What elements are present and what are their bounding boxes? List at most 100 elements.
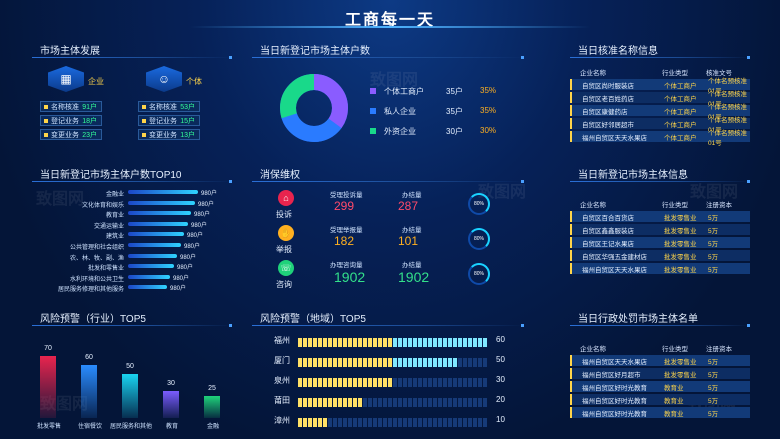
region-bar-segment xyxy=(423,338,427,347)
penalty-table: 企业名称 行业类型 注册资本 福州自贸区天天水果店 批发零售业 5万 福州自贸区好月超市 批发… xyxy=(570,342,750,432)
table-cell: 福州自贸区天天水果店 xyxy=(582,266,647,274)
region-bar-segment xyxy=(418,418,422,427)
region-bar xyxy=(298,374,494,387)
region-bar-segment xyxy=(443,418,447,427)
consumer-rows: ⌂ 投诉 受理投诉量 299 办结量 287 80% ✋ 举报 受理举报量 182 办结量 101 80%… xyxy=(252,188,524,298)
table-cell: 5万 xyxy=(708,253,719,261)
region-bar-segment xyxy=(363,418,367,427)
region-bar-segment xyxy=(363,358,367,367)
panel-divider xyxy=(570,56,750,59)
region-bar-segment xyxy=(388,378,392,387)
table-cell: 批发零售业 xyxy=(664,253,697,261)
individual-stat-row: 变更业务 13户 xyxy=(138,129,200,140)
top10-bar-name: 金融业 xyxy=(105,192,124,198)
table-header-row: 企业名称 行业类型 注册资本 xyxy=(570,198,750,209)
region-bar xyxy=(298,354,494,367)
region-bar-segment xyxy=(368,338,372,347)
region-bar-segment xyxy=(483,378,487,387)
region-bar-segment xyxy=(418,338,422,347)
risk-industry-value: 25 xyxy=(208,385,216,392)
table-cell: 5万 xyxy=(708,410,719,418)
table-row: 福州自贸区好时光教育 教育业 5万 xyxy=(570,381,750,392)
region-bar-segment xyxy=(433,378,437,387)
region-bar-segment xyxy=(328,378,332,387)
watermark: 致图网 xyxy=(478,184,527,201)
header: 工商每一天 xyxy=(0,0,780,30)
panel-title: 当日行政处罚市场主体名单 xyxy=(578,314,698,325)
page-title: 工商每一天 xyxy=(344,12,435,29)
region-bar-segment xyxy=(413,338,417,347)
region-bar-segment xyxy=(448,418,452,427)
region-bar-segment xyxy=(423,398,427,407)
region-bar-segment xyxy=(308,398,312,407)
region-bar-segment xyxy=(318,418,322,427)
table-cell: 5万 xyxy=(708,397,719,405)
region-bar-segment xyxy=(358,378,362,387)
region-bar-segment xyxy=(448,378,452,387)
table-cell: 批发零售业 xyxy=(664,266,697,274)
region-bar-segment xyxy=(308,378,312,387)
region-bar-segment xyxy=(408,418,412,427)
region-name: 泉州 xyxy=(274,376,290,385)
region-bar-segment xyxy=(483,418,487,427)
person-icon: ☺ xyxy=(146,66,182,92)
region-bar-segment xyxy=(353,338,357,347)
company-stat-row: 登记业务 18户 xyxy=(40,115,102,126)
table-cell: 个体工商户 xyxy=(664,121,697,129)
top10-bar-value: 980户 xyxy=(180,254,197,261)
region-bar-segment xyxy=(478,398,482,407)
region-bar-segment xyxy=(398,338,402,347)
region-bar-segment xyxy=(323,418,327,427)
legend-count: 30户 xyxy=(446,127,463,136)
top10-bar xyxy=(128,253,177,258)
table-cell: 福州自贸区好月超市 xyxy=(582,371,641,379)
region-bar-segment xyxy=(413,398,417,407)
region-bar-segment xyxy=(453,358,457,367)
region-bar-segment xyxy=(413,358,417,367)
top10-bar-name: 批发和零售业 xyxy=(87,266,124,273)
region-value: 60 xyxy=(496,335,505,344)
region-bar-segment xyxy=(368,418,372,427)
region-bar-segment xyxy=(318,358,322,367)
risk-industry-bar xyxy=(204,396,220,418)
company-label: 企业 xyxy=(88,77,104,86)
region-bar-segment xyxy=(303,338,307,347)
region-bar-segment xyxy=(398,418,402,427)
consumer-metric-label: 办理咨询量 xyxy=(330,262,363,269)
region-bar-segment xyxy=(328,358,332,367)
top10-bar-value: 980户 xyxy=(173,275,190,282)
region-bar-segment xyxy=(408,378,412,387)
panel-title: 当日新登记市场主体户数 xyxy=(260,46,370,57)
region-bar-segment xyxy=(388,358,392,367)
consumer-done-value: 1902 xyxy=(398,269,430,285)
table-cell: 批发零售业 xyxy=(664,227,697,235)
completion-ring: 80% xyxy=(468,193,490,215)
consumer-category-label: 举报 xyxy=(276,245,292,254)
region-bar-segment xyxy=(418,398,422,407)
region-bar-segment xyxy=(453,378,457,387)
region-bar-segment xyxy=(423,418,427,427)
table-cell: 5万 xyxy=(708,214,719,222)
top10-bar xyxy=(128,243,181,247)
region-bar-segment xyxy=(358,338,362,347)
table-row: 自贸区百合百货店 批发零售业 5万 xyxy=(570,211,750,222)
region-bar-segment xyxy=(363,338,367,347)
region-bar-segment xyxy=(343,398,347,407)
risk-industry-label: 居民服务和其他 xyxy=(109,424,152,430)
region-bar-segment xyxy=(338,418,342,427)
region-bar-segment xyxy=(348,398,352,407)
completion-ring: 80% xyxy=(468,263,490,285)
region-bar-segment xyxy=(433,418,437,427)
region-bar-segment xyxy=(298,398,302,407)
region-bar xyxy=(298,414,494,427)
region-bar-segment xyxy=(323,398,327,407)
region-bar-segment xyxy=(308,418,312,427)
region-bar-segment xyxy=(443,378,447,387)
individual-stat-row: 登记业务 15户 xyxy=(138,115,200,126)
risk-region-chart: 福州 60 厦门 50 泉州 30 莆田 20 漳州 10 xyxy=(252,334,524,434)
penalty-panel: 当日行政处罚市场主体名单 企业名称 行业类型 注册资本 福州自贸区天天水果店 批发零售业… xyxy=(570,310,750,435)
region-bar-segment xyxy=(298,338,302,347)
region-bar-segment xyxy=(463,398,467,407)
table-cell: 5万 xyxy=(708,384,719,392)
table-cell: 自贸区尚时服装店 xyxy=(582,82,634,90)
